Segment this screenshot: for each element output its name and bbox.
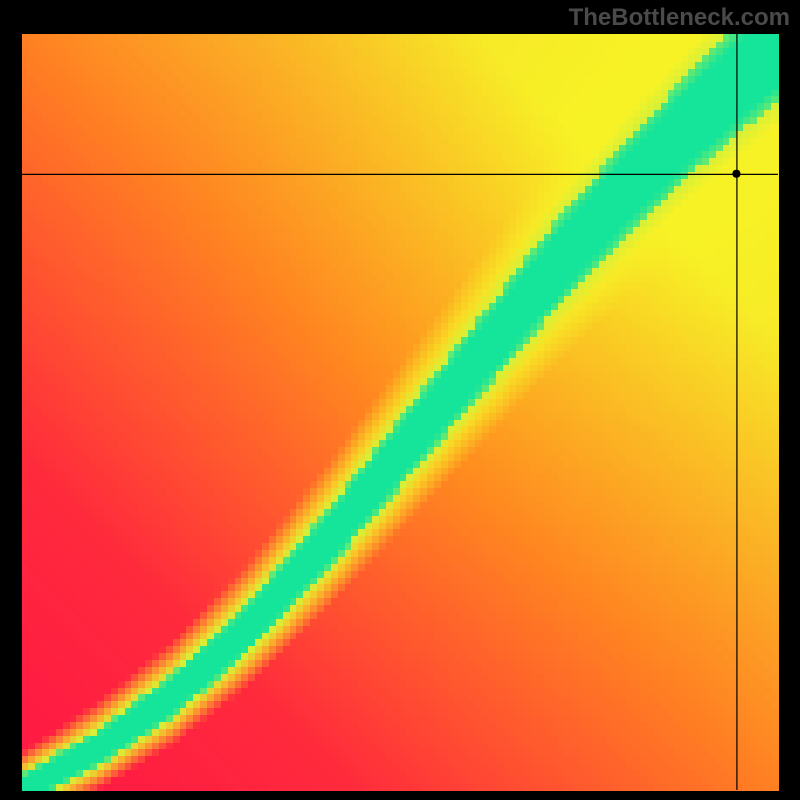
bottleneck-heatmap (0, 0, 800, 800)
watermark-text: TheBottleneck.com (569, 4, 790, 32)
